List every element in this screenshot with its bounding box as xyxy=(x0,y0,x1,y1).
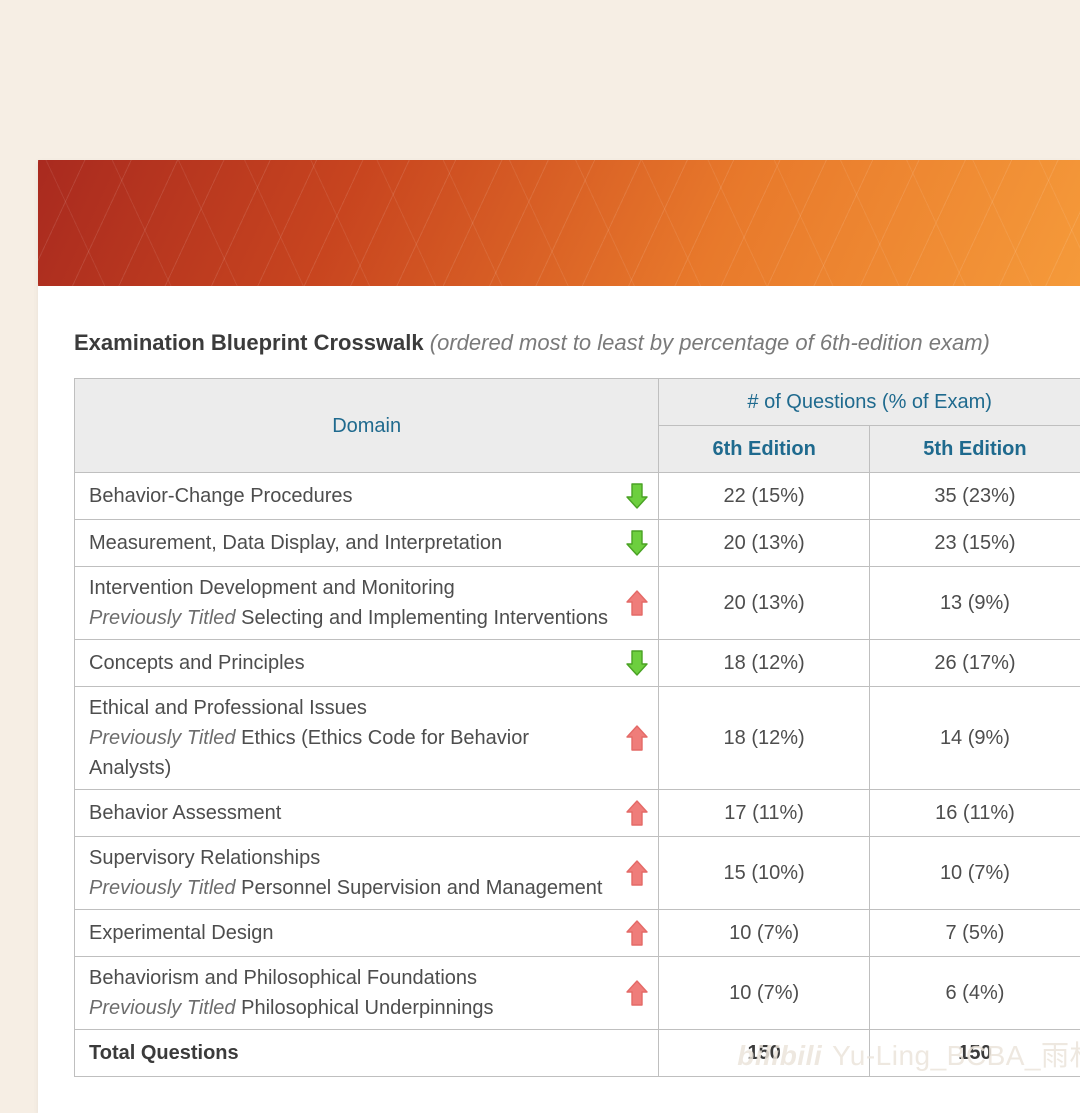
previous-title: Selecting and Implementing Interventions xyxy=(241,607,608,629)
previously-titled-label: Previously Titled xyxy=(89,607,236,629)
domain-cell: Intervention Development and Monitoring P… xyxy=(75,567,659,640)
previous-title: Personnel Supervision and Management xyxy=(241,877,602,899)
domain-cell: Ethical and Professional Issues Previousl… xyxy=(75,687,659,790)
domain-title: Measurement, Data Display, and Interpret… xyxy=(89,532,502,554)
arrow-down-icon xyxy=(626,650,648,676)
value-6th: 20 (13%) xyxy=(659,520,870,567)
arrow-down-icon xyxy=(626,530,648,556)
value-6th: 17 (11%) xyxy=(659,790,870,837)
col-header-domain: Domain xyxy=(75,379,659,473)
previously-titled-label: Previously Titled xyxy=(89,727,236,749)
table-row: Behavior-Change Procedures 22 (15%)35 (23… xyxy=(75,473,1080,520)
table-row: Behavior Assessment 17 (11%)16 (11%) xyxy=(75,790,1080,837)
value-5th: 10 (7%) xyxy=(869,837,1080,910)
previous-title: Philosophical Underpinnings xyxy=(241,997,493,1019)
previously-titled-label: Previously Titled xyxy=(89,997,236,1019)
value-5th: 16 (11%) xyxy=(869,790,1080,837)
domain-cell: Experimental Design xyxy=(75,910,659,957)
domain-cell: Measurement, Data Display, and Interpret… xyxy=(75,520,659,567)
arrow-up-icon xyxy=(626,920,648,946)
table-row: Concepts and Principles 18 (12%)26 (17%) xyxy=(75,640,1080,687)
table-row: Measurement, Data Display, and Interpret… xyxy=(75,520,1080,567)
domain-cell: Behavior-Change Procedures xyxy=(75,473,659,520)
table-row: Experimental Design 10 (7%)7 (5%) xyxy=(75,910,1080,957)
col-header-questions-group: # of Questions (% of Exam) xyxy=(659,379,1080,426)
total-label: Total Questions xyxy=(75,1030,659,1077)
value-5th: 7 (5%) xyxy=(869,910,1080,957)
domain-cell: Behavior Assessment xyxy=(75,790,659,837)
title-bold: Examination Blueprint Crosswalk xyxy=(74,330,424,355)
col-header-5th: 5th Edition xyxy=(869,426,1080,473)
table-row: Behaviorism and Philosophical Foundation… xyxy=(75,957,1080,1030)
value-6th: 15 (10%) xyxy=(659,837,870,910)
value-5th: 35 (23%) xyxy=(869,473,1080,520)
col-header-6th: 6th Edition xyxy=(659,426,870,473)
table-row: Intervention Development and Monitoring P… xyxy=(75,567,1080,640)
arrow-up-icon xyxy=(626,725,648,751)
crosswalk-table: Domain # of Questions (% of Exam) 6th Ed… xyxy=(74,378,1080,1077)
watermark: bilibili Yu-Ling_BCBA_雨林 xyxy=(737,1034,1080,1074)
domain-title: Concepts and Principles xyxy=(89,652,305,674)
watermark-text: Yu-Ling_BCBA_雨林 xyxy=(832,1040,1080,1071)
value-6th: 22 (15%) xyxy=(659,473,870,520)
domain-cell: Behaviorism and Philosophical Foundation… xyxy=(75,957,659,1030)
value-6th: 18 (12%) xyxy=(659,687,870,790)
arrow-up-icon xyxy=(626,590,648,616)
arrow-up-icon xyxy=(626,860,648,886)
watermark-logo: bilibili xyxy=(737,1040,822,1071)
content-area: Examination Blueprint Crosswalk (ordered… xyxy=(38,286,1080,1113)
domain-title: Experimental Design xyxy=(89,922,274,944)
header-banner xyxy=(38,160,1080,286)
document-card: Examination Blueprint Crosswalk (ordered… xyxy=(38,160,1080,1113)
page-title: Examination Blueprint Crosswalk (ordered… xyxy=(74,330,1080,356)
previously-titled-label: Previously Titled xyxy=(89,877,236,899)
domain-title: Behavior-Change Procedures xyxy=(89,485,353,507)
value-6th: 10 (7%) xyxy=(659,910,870,957)
value-5th: 23 (15%) xyxy=(869,520,1080,567)
value-6th: 18 (12%) xyxy=(659,640,870,687)
value-6th: 20 (13%) xyxy=(659,567,870,640)
domain-title: Intervention Development and Monitoring xyxy=(89,577,455,599)
value-5th: 13 (9%) xyxy=(869,567,1080,640)
title-subtitle: (ordered most to least by percentage of … xyxy=(430,330,990,355)
domain-title: Behavior Assessment xyxy=(89,802,281,824)
table-row: Supervisory Relationships Previously Titl… xyxy=(75,837,1080,910)
arrow-down-icon xyxy=(626,483,648,509)
value-5th: 26 (17%) xyxy=(869,640,1080,687)
table-row: Ethical and Professional Issues Previousl… xyxy=(75,687,1080,790)
value-6th: 10 (7%) xyxy=(659,957,870,1030)
domain-cell: Concepts and Principles xyxy=(75,640,659,687)
value-5th: 6 (4%) xyxy=(869,957,1080,1030)
domain-cell: Supervisory Relationships Previously Titl… xyxy=(75,837,659,910)
arrow-up-icon xyxy=(626,980,648,1006)
domain-title: Behaviorism and Philosophical Foundation… xyxy=(89,967,477,989)
value-5th: 14 (9%) xyxy=(869,687,1080,790)
domain-title: Supervisory Relationships xyxy=(89,847,320,869)
domain-title: Ethical and Professional Issues xyxy=(89,697,367,719)
arrow-up-icon xyxy=(626,800,648,826)
